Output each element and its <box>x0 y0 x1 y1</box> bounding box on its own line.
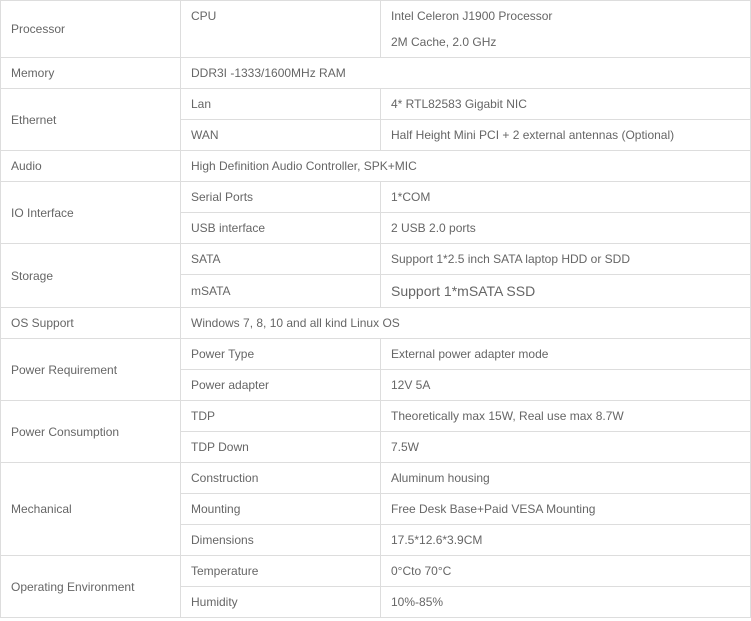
category-label: Mechanical <box>1 463 181 556</box>
table-row: Power Requirement Power Type External po… <box>1 339 751 370</box>
sub-label: Mounting <box>181 494 381 525</box>
spec-value: 2 USB 2.0 ports <box>381 213 751 244</box>
table-row: Mechanical Construction Aluminum housing <box>1 463 751 494</box>
table-row: Audio High Definition Audio Controller, … <box>1 151 751 182</box>
category-label: Storage <box>1 244 181 308</box>
sub-label: TDP <box>181 401 381 432</box>
spec-value: Theoretically max 15W, Real use max 8.7W <box>381 401 751 432</box>
spec-value: Windows 7, 8, 10 and all kind Linux OS <box>181 308 751 339</box>
spec-value: 17.5*12.6*3.9CM <box>381 525 751 556</box>
spec-value: 7.5W <box>381 432 751 463</box>
spec-line: Intel Celeron J1900 Processor <box>391 9 740 23</box>
table-row: Storage SATA Support 1*2.5 inch SATA lap… <box>1 244 751 275</box>
spec-value: Free Desk Base+Paid VESA Mounting <box>381 494 751 525</box>
spec-value: Support 1*mSATA SSD <box>381 275 751 308</box>
sub-label: Power Type <box>181 339 381 370</box>
spec-value: DDR3I -1333/1600MHz RAM <box>181 58 751 89</box>
table-row: Power Consumption TDP Theoretically max … <box>1 401 751 432</box>
category-label: IO Interface <box>1 182 181 244</box>
spec-value: 0°Cto 70°C <box>381 556 751 587</box>
spec-value: Intel Celeron J1900 Processor 2M Cache, … <box>381 1 751 58</box>
sub-label: SATA <box>181 244 381 275</box>
category-label: Processor <box>1 1 181 58</box>
spec-value: 10%-85% <box>381 587 751 618</box>
category-label: Ethernet <box>1 89 181 151</box>
spec-value: 12V 5A <box>381 370 751 401</box>
spec-value: 4* RTL82583 Gigabit NIC <box>381 89 751 120</box>
spec-value: High Definition Audio Controller, SPK+MI… <box>181 151 751 182</box>
sub-label: Dimensions <box>181 525 381 556</box>
sub-label: CPU <box>181 1 381 58</box>
table-row: Memory DDR3I -1333/1600MHz RAM <box>1 58 751 89</box>
sub-label: Power adapter <box>181 370 381 401</box>
spec-value: Aluminum housing <box>381 463 751 494</box>
sub-label: WAN <box>181 120 381 151</box>
spec-value: 1*COM <box>381 182 751 213</box>
sub-label: mSATA <box>181 275 381 308</box>
spec-value: External power adapter mode <box>381 339 751 370</box>
table-row: IO Interface Serial Ports 1*COM <box>1 182 751 213</box>
spec-line: 2M Cache, 2.0 GHz <box>391 35 740 49</box>
category-label: OS Support <box>1 308 181 339</box>
category-label: Audio <box>1 151 181 182</box>
sub-label: Humidity <box>181 587 381 618</box>
category-label: Operating Environment <box>1 556 181 618</box>
table-row: Processor CPU Intel Celeron J1900 Proces… <box>1 1 751 58</box>
spec-table: Processor CPU Intel Celeron J1900 Proces… <box>0 0 751 618</box>
sub-label: USB interface <box>181 213 381 244</box>
category-label: Power Requirement <box>1 339 181 401</box>
sub-label: Serial Ports <box>181 182 381 213</box>
table-row: Operating Environment Temperature 0°Cto … <box>1 556 751 587</box>
category-label: Power Consumption <box>1 401 181 463</box>
spec-value: Support 1*2.5 inch SATA laptop HDD or SD… <box>381 244 751 275</box>
sub-label: Temperature <box>181 556 381 587</box>
category-label: Memory <box>1 58 181 89</box>
spec-value: Half Height Mini PCI + 2 external antenn… <box>381 120 751 151</box>
table-row: OS Support Windows 7, 8, 10 and all kind… <box>1 308 751 339</box>
sub-label: Lan <box>181 89 381 120</box>
sub-label: TDP Down <box>181 432 381 463</box>
table-row: Ethernet Lan 4* RTL82583 Gigabit NIC <box>1 89 751 120</box>
sub-label: Construction <box>181 463 381 494</box>
